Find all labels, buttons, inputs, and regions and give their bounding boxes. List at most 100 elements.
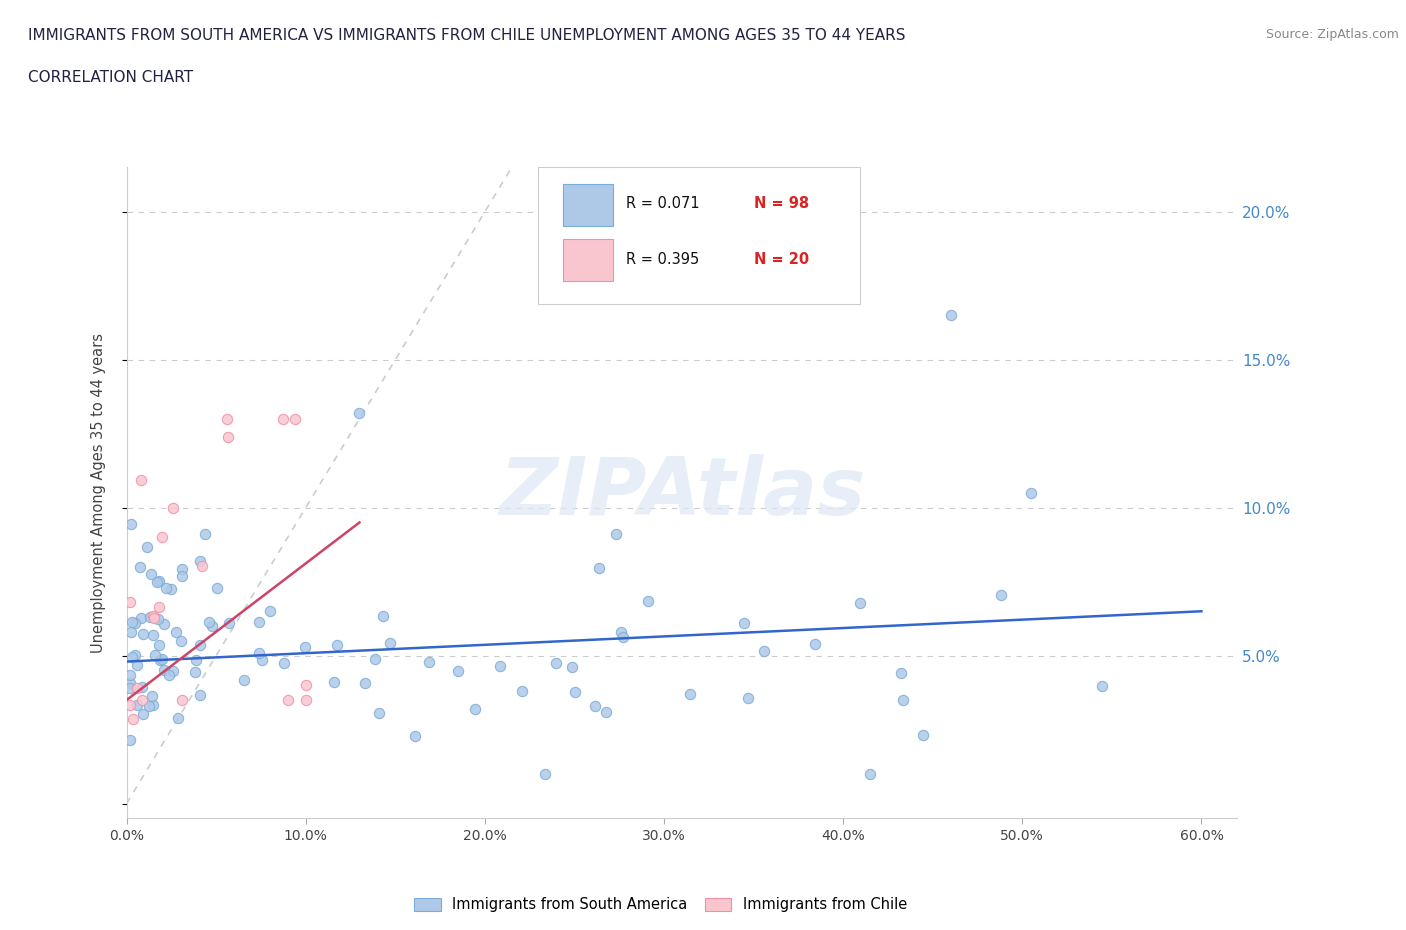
Point <box>259 604 281 618</box>
Point <box>737 691 759 706</box>
Point <box>447 663 470 678</box>
Point <box>188 687 211 702</box>
Point <box>218 616 240 631</box>
Point <box>911 727 934 742</box>
Point <box>190 559 212 574</box>
Point <box>162 500 184 515</box>
Point <box>150 530 173 545</box>
Point <box>128 560 150 575</box>
Point <box>129 473 152 488</box>
Point <box>121 615 143 630</box>
Point <box>284 411 307 426</box>
Point <box>146 575 169 590</box>
Point <box>679 686 702 701</box>
Point <box>271 411 294 426</box>
Point <box>512 684 534 698</box>
Point <box>610 624 633 639</box>
Point <box>368 705 391 720</box>
Point <box>153 663 176 678</box>
Point <box>120 681 142 696</box>
Point <box>194 526 217 541</box>
Point <box>891 693 914 708</box>
Point <box>354 675 377 690</box>
Point <box>125 658 148 672</box>
Point <box>464 701 486 716</box>
Point <box>160 582 183 597</box>
Text: R = 0.071: R = 0.071 <box>627 195 700 211</box>
Point <box>201 618 224 633</box>
Point <box>150 652 173 667</box>
Point <box>124 616 146 631</box>
Point <box>155 581 177 596</box>
Point <box>142 627 165 642</box>
Point <box>277 693 299 708</box>
Point <box>612 630 634 644</box>
Point <box>120 516 142 531</box>
Point <box>583 698 606 713</box>
Point <box>561 659 583 674</box>
Point <box>141 688 163 703</box>
Point <box>169 633 191 648</box>
Point <box>859 766 882 781</box>
Point <box>990 588 1012 603</box>
Point <box>605 526 627 541</box>
Text: IMMIGRANTS FROM SOUTH AMERICA VS IMMIGRANTS FROM CHILE UNEMPLOYMENT AMONG AGES 3: IMMIGRANTS FROM SOUTH AMERICA VS IMMIGRA… <box>28 28 905 43</box>
Point <box>1019 485 1042 500</box>
Point <box>166 711 188 725</box>
Point <box>752 644 775 658</box>
Point <box>250 652 273 667</box>
Point <box>733 616 755 631</box>
Point <box>588 560 610 575</box>
Point <box>373 608 395 623</box>
Point <box>121 649 143 664</box>
Point <box>131 693 153 708</box>
Point <box>849 596 872 611</box>
Point <box>143 648 166 663</box>
Text: R = 0.395: R = 0.395 <box>627 252 700 267</box>
Point <box>120 676 142 691</box>
Point <box>1091 678 1114 693</box>
Y-axis label: Unemployment Among Ages 35 to 44 years: Unemployment Among Ages 35 to 44 years <box>91 333 105 653</box>
Point <box>136 539 159 554</box>
Point <box>138 610 160 625</box>
Point <box>939 308 962 323</box>
Point <box>247 645 270 660</box>
Point <box>217 430 239 445</box>
Point <box>544 656 567 671</box>
Text: Source: ZipAtlas.com: Source: ZipAtlas.com <box>1265 28 1399 41</box>
Point <box>364 652 387 667</box>
Point <box>165 625 187 640</box>
Point <box>205 580 228 595</box>
Point <box>170 693 193 708</box>
Point <box>131 627 153 642</box>
Point <box>637 593 659 608</box>
Point <box>120 624 142 639</box>
Text: N = 20: N = 20 <box>754 252 810 267</box>
Point <box>120 595 142 610</box>
Point <box>170 568 193 583</box>
Point <box>326 638 349 653</box>
Point <box>323 675 346 690</box>
Point <box>233 672 256 687</box>
Point <box>142 611 165 626</box>
Point <box>418 655 440 670</box>
Point <box>124 648 146 663</box>
Point <box>489 659 512 674</box>
FancyBboxPatch shape <box>562 239 613 282</box>
Point <box>404 729 426 744</box>
Text: N = 98: N = 98 <box>754 195 810 211</box>
Point <box>120 698 142 713</box>
Point <box>188 553 211 568</box>
Point <box>564 684 586 699</box>
Point <box>294 678 316 693</box>
Point <box>184 665 207 680</box>
Point <box>890 665 912 680</box>
Point <box>149 652 172 667</box>
Point <box>148 638 170 653</box>
Point <box>125 681 148 696</box>
Point <box>152 617 174 631</box>
Point <box>142 698 165 712</box>
FancyBboxPatch shape <box>537 167 859 304</box>
Point <box>294 693 316 708</box>
Point <box>127 698 149 712</box>
